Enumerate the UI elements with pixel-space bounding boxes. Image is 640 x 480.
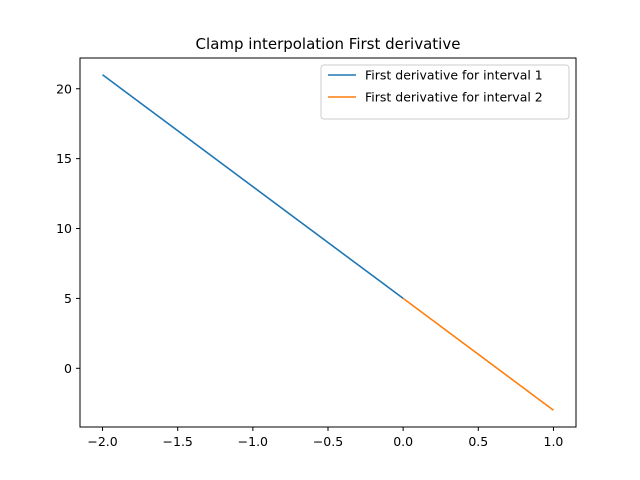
series-line-2 (402, 297, 554, 411)
x-tick-label: −0.5 (313, 434, 343, 449)
y-tick-label: 10 (56, 221, 72, 236)
x-tick-label: −2.0 (87, 434, 117, 449)
x-tick-label: −1.0 (238, 434, 268, 449)
x-tick-label: 0.0 (393, 434, 413, 449)
y-tick-label: 0 (64, 361, 72, 376)
chart-title: Clamp interpolation First derivative (196, 35, 461, 53)
y-tick-label: 15 (56, 151, 72, 166)
series-line-1 (102, 74, 404, 300)
x-tick-label: −1.5 (163, 434, 193, 449)
x-tick-label: 0.5 (468, 434, 488, 449)
legend-label-2: First derivative for interval 2 (365, 90, 543, 105)
legend-label-1: First derivative for interval 1 (365, 68, 543, 83)
x-tick-label: 1.0 (544, 434, 564, 449)
y-tick-label: 5 (64, 291, 72, 306)
legend: First derivative for interval 1 First der… (320, 64, 570, 120)
y-axis: 0 5 10 15 20 (56, 81, 80, 376)
y-tick-label: 20 (56, 81, 72, 96)
x-axis: −2.0 −1.5 −1.0 −0.5 0.0 0.5 1.0 (87, 427, 563, 449)
legend-box (320, 64, 570, 120)
plot-lines (102, 74, 554, 411)
